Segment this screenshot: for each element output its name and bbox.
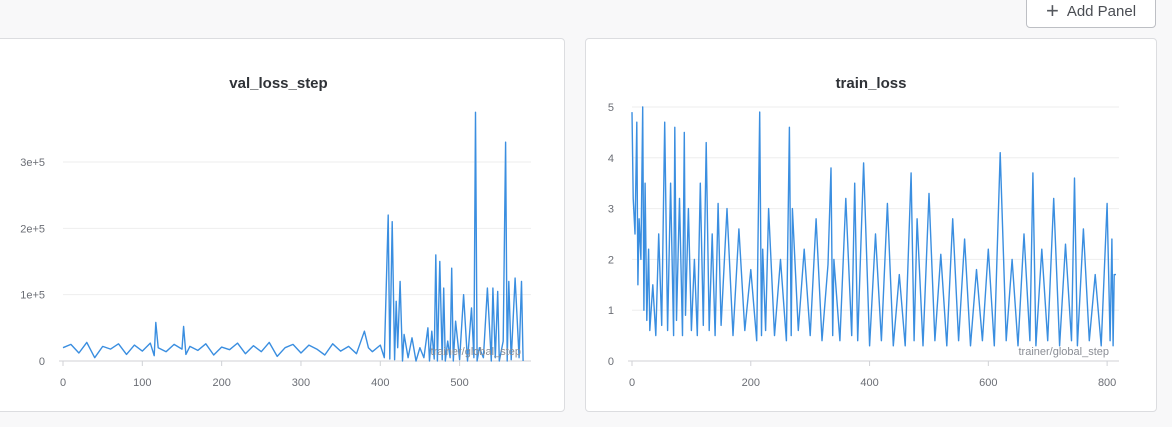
plus-icon: +: [1045, 0, 1059, 23]
y-tick-label: 3e+5: [20, 157, 45, 169]
y-tick-label: 1: [608, 305, 614, 317]
series-line[interactable]: [62, 111, 524, 362]
x-tick-label: 600: [979, 377, 997, 389]
x-tick-label: 400: [860, 377, 878, 389]
x-axis-label: trainer/global_step: [1018, 346, 1109, 358]
y-tick-label: 0: [608, 356, 614, 368]
y-tick-label: 4: [608, 153, 614, 165]
y-tick-label: 2: [608, 254, 614, 266]
x-tick-label: 300: [292, 377, 310, 389]
chart-plot-val-loss-step[interactable]: 0 1e+5 2e+5 3e+5 0 100 200 300 400 500 trainer/glo…: [0, 39, 565, 412]
y-tick-label: 0: [39, 356, 45, 368]
x-tick-label: 0: [629, 377, 635, 389]
add-panel-button[interactable]: + Add Panel: [1026, 0, 1156, 28]
x-tick-label: 200: [212, 377, 230, 389]
x-tick-label: 200: [742, 377, 760, 389]
y-tick-label: 2e+5: [20, 223, 45, 235]
chart-plot-train-loss[interactable]: 0 1 2 3 4 5 0 200 400 600 800 trainer/global_step: [586, 39, 1157, 412]
x-axis-label: trainer/global_step: [430, 346, 521, 358]
x-tick-label: 800: [1098, 377, 1116, 389]
chart-title: val_loss_step: [229, 75, 328, 92]
chart-panel-val-loss-step[interactable]: val_loss_step 0 1e+5 2e+5 3e+5 0 100 200 300 400…: [0, 38, 565, 412]
x-tick-label: 100: [133, 377, 151, 389]
series-line[interactable]: [631, 106, 1116, 347]
chart-panel-train-loss[interactable]: train_loss 0 1 2 3 4 5 0 200 400 600 800 trainer/gl…: [585, 38, 1157, 412]
x-tick-label: 0: [60, 377, 66, 389]
y-tick-label: 5: [608, 102, 614, 114]
add-panel-label: Add Panel: [1066, 2, 1137, 20]
y-tick-label: 3: [608, 204, 614, 216]
x-tick-label: 500: [450, 377, 468, 389]
y-tick-label: 1e+5: [20, 290, 45, 302]
x-tick-label: 400: [371, 377, 389, 389]
chart-title: train_loss: [835, 75, 907, 92]
